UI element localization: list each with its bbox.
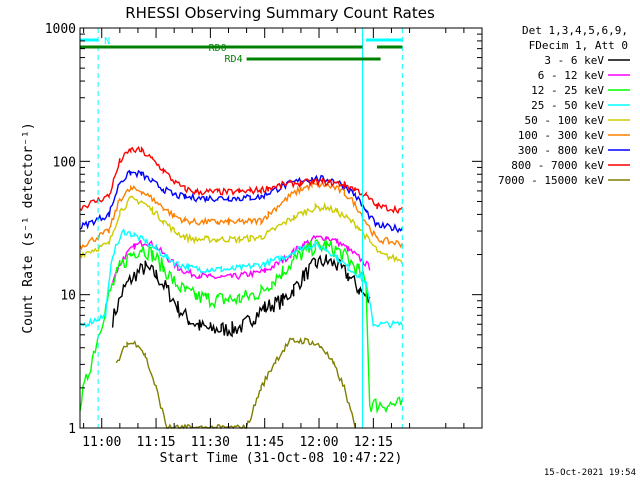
rd0-bar-label: RD0 xyxy=(209,43,227,54)
y-tick-label-1: 1 xyxy=(68,422,76,437)
series-line-4 xyxy=(79,228,403,330)
x-tick-label-3: 11:30 xyxy=(191,435,230,450)
chart-title: RHESSI Observing Summary Count Rates xyxy=(125,4,435,22)
y-tick-label-3: 100 xyxy=(53,155,76,170)
series-line-8 xyxy=(79,145,403,215)
series-line-6 xyxy=(79,179,403,251)
x-tick-label-1: 11:00 xyxy=(82,435,121,450)
legend-entry-8: 800 - 7000 keV xyxy=(511,159,604,172)
plot-frame xyxy=(79,27,483,429)
series-line-5 xyxy=(79,195,403,264)
rd4-bar-label: RD4 xyxy=(225,54,243,65)
legend-entry-5: 50 - 100 keV xyxy=(525,114,605,127)
legend-entry-9: 7000 - 15000 keV xyxy=(498,174,604,187)
x-tick-label-4: 11:45 xyxy=(245,435,284,450)
series-line-9 xyxy=(115,337,356,430)
x-tick-label-5: 12:00 xyxy=(299,435,338,450)
legend: Det 1,3,4,5,6,9, FDecim 1, Att 0 3 - 6 keV… xyxy=(498,24,630,187)
x-tick-label-2: 11:15 xyxy=(136,435,175,450)
x-axis-label: Start Time (31-Oct-08 10:47:22) xyxy=(160,451,403,466)
series-line-1 xyxy=(111,254,371,338)
x-tick-label-6: 12:15 xyxy=(354,435,393,450)
series-line-7 xyxy=(79,169,403,234)
legend-entry-2: 6 - 12 keV xyxy=(538,69,605,82)
y-axis-label: Count Rate (s⁻¹ detector⁻¹) xyxy=(21,122,36,333)
axes: 1 10 100 1000 11:00 11:15 11:30 11:45 12:00 12:15… xyxy=(21,22,483,466)
legend-entry-4: 25 - 50 keV xyxy=(531,99,604,112)
legend-entry-1: 3 - 6 keV xyxy=(544,54,604,67)
generation-timestamp: 15-Oct-2021 19:54 xyxy=(544,468,636,478)
legend-header-2: FDecim 1, Att 0 xyxy=(529,39,628,52)
legend-header-1: Det 1,3,4,5,6,9, xyxy=(522,24,628,37)
attenuator-bar-label: N xyxy=(104,36,110,47)
series-line-3 xyxy=(79,238,403,414)
legend-entry-7: 300 - 800 keV xyxy=(518,144,604,157)
legend-entry-3: 12 - 25 keV xyxy=(531,84,604,97)
y-tick-label-2: 10 xyxy=(60,289,76,304)
legend-entry-6: 100 - 300 keV xyxy=(518,129,604,142)
y-tick-label-4: 1000 xyxy=(45,22,76,37)
